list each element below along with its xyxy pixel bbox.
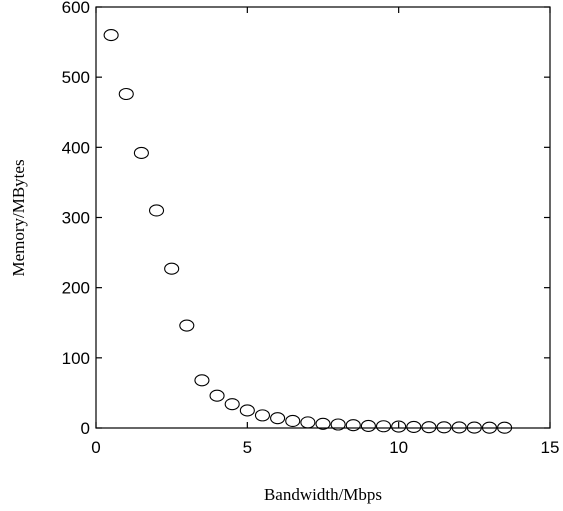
y-tick-label: 500 (62, 68, 90, 87)
data-point (148, 204, 165, 217)
data-point (179, 319, 195, 332)
x-tick-label: 5 (243, 438, 252, 457)
x-tick-label: 0 (91, 438, 100, 457)
data-point (239, 404, 255, 417)
y-tick-label: 100 (62, 349, 90, 368)
y-axis-label: Memory/MBytes (9, 159, 28, 276)
data-point (194, 374, 210, 387)
data-point (360, 419, 376, 432)
data-point (285, 414, 301, 428)
y-tick-label: 300 (62, 209, 90, 228)
data-point (270, 412, 286, 425)
data-point (330, 418, 346, 431)
x-axis-ticks: 0 5 10 15 (91, 7, 559, 457)
data-points (103, 29, 513, 434)
y-tick-label: 400 (62, 138, 90, 157)
data-point (421, 421, 437, 434)
data-point (436, 421, 452, 434)
plot-frame (95, 6, 551, 429)
data-point (406, 420, 422, 433)
data-point (224, 398, 240, 411)
data-point (103, 29, 119, 42)
y-axis-ticks: 0 100 200 300 400 500 600 (62, 0, 550, 438)
x-tick-label: 15 (541, 438, 560, 457)
data-point (133, 146, 149, 159)
y-tick-label: 0 (81, 419, 90, 438)
data-point (345, 419, 361, 432)
x-tick-label: 10 (389, 438, 408, 457)
y-tick-label: 200 (62, 279, 90, 298)
data-point (209, 389, 225, 402)
data-point (391, 420, 407, 433)
data-point (300, 416, 316, 429)
data-point (254, 409, 271, 422)
data-point (164, 262, 180, 275)
x-axis-label: Bandwidth/Mbps (264, 485, 382, 504)
y-tick-label: 600 (62, 0, 90, 17)
data-point (118, 87, 134, 101)
data-point (375, 420, 392, 433)
data-point (315, 417, 331, 430)
